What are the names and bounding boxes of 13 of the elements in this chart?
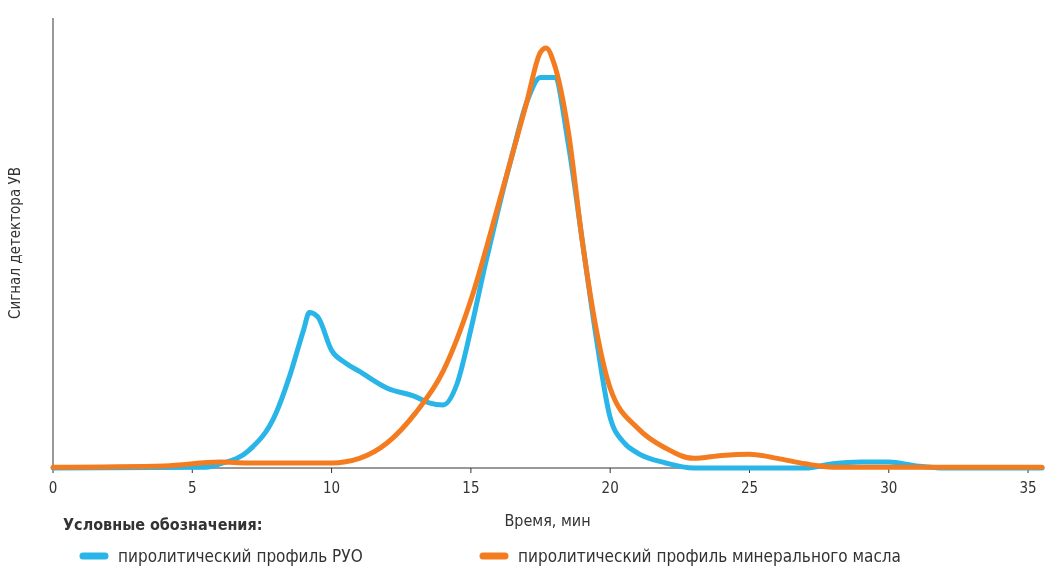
x-axis-title: Время, мин [504,511,591,530]
y-axis-title: Сигнал детектора УВ [6,167,24,319]
x-tick-label: 20 [601,479,619,497]
legend-title: Условные обозначения: [63,515,263,534]
x-tick-label: 0 [48,479,58,497]
x-tick-label: 10 [323,479,341,497]
x-tick-label: 15 [462,479,480,497]
x-tick-label: 25 [740,479,759,497]
x-tick-label: 30 [880,479,898,497]
legend-label: пиролитический профиль минерального масла [518,546,901,566]
x-tick-label: 5 [188,479,197,497]
legend-label: пиролитический профиль РУО [118,546,363,566]
x-tick-label: 35 [1019,479,1037,497]
